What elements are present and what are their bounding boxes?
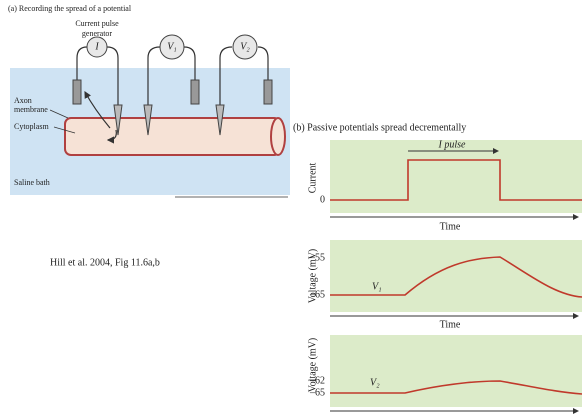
tick-label: –65	[309, 289, 325, 300]
plot-area	[330, 240, 582, 312]
axon-end	[271, 118, 285, 155]
tick-label: –55	[309, 252, 325, 263]
panel-a-title: (a) Recording the spread of a potential	[8, 4, 132, 13]
trace-label: V₁	[372, 281, 382, 292]
trace-label: V₂	[370, 377, 380, 388]
axon-label: membrane	[14, 105, 48, 114]
y-label: Current	[307, 163, 318, 194]
annotation: I pulse	[438, 139, 467, 150]
meter-label: V₁	[167, 41, 177, 52]
tick-label: –65	[309, 387, 325, 398]
meter-label: I	[94, 41, 99, 52]
axon	[65, 118, 280, 155]
x-label: Time	[440, 319, 461, 330]
generator-label: Current pulse	[75, 19, 119, 28]
caption: Hill et al. 2004, Fig 11.6a,b	[50, 257, 160, 268]
tick-label: –62	[309, 375, 325, 386]
cytoplasm-label: Cytoplasm	[14, 122, 49, 131]
panel-b-title: (b) Passive potentials spread decrementa…	[293, 122, 466, 133]
x-label: Time	[440, 221, 461, 232]
axon-label: Axon	[14, 96, 32, 105]
tick-label: 0	[320, 194, 325, 205]
bath-label: Saline bath	[14, 178, 50, 187]
meter-label: V₂	[240, 41, 250, 52]
generator-label: generator	[82, 29, 113, 38]
plot-area	[330, 335, 582, 407]
figure: (a) Recording the spread of a potential …	[0, 0, 582, 415]
